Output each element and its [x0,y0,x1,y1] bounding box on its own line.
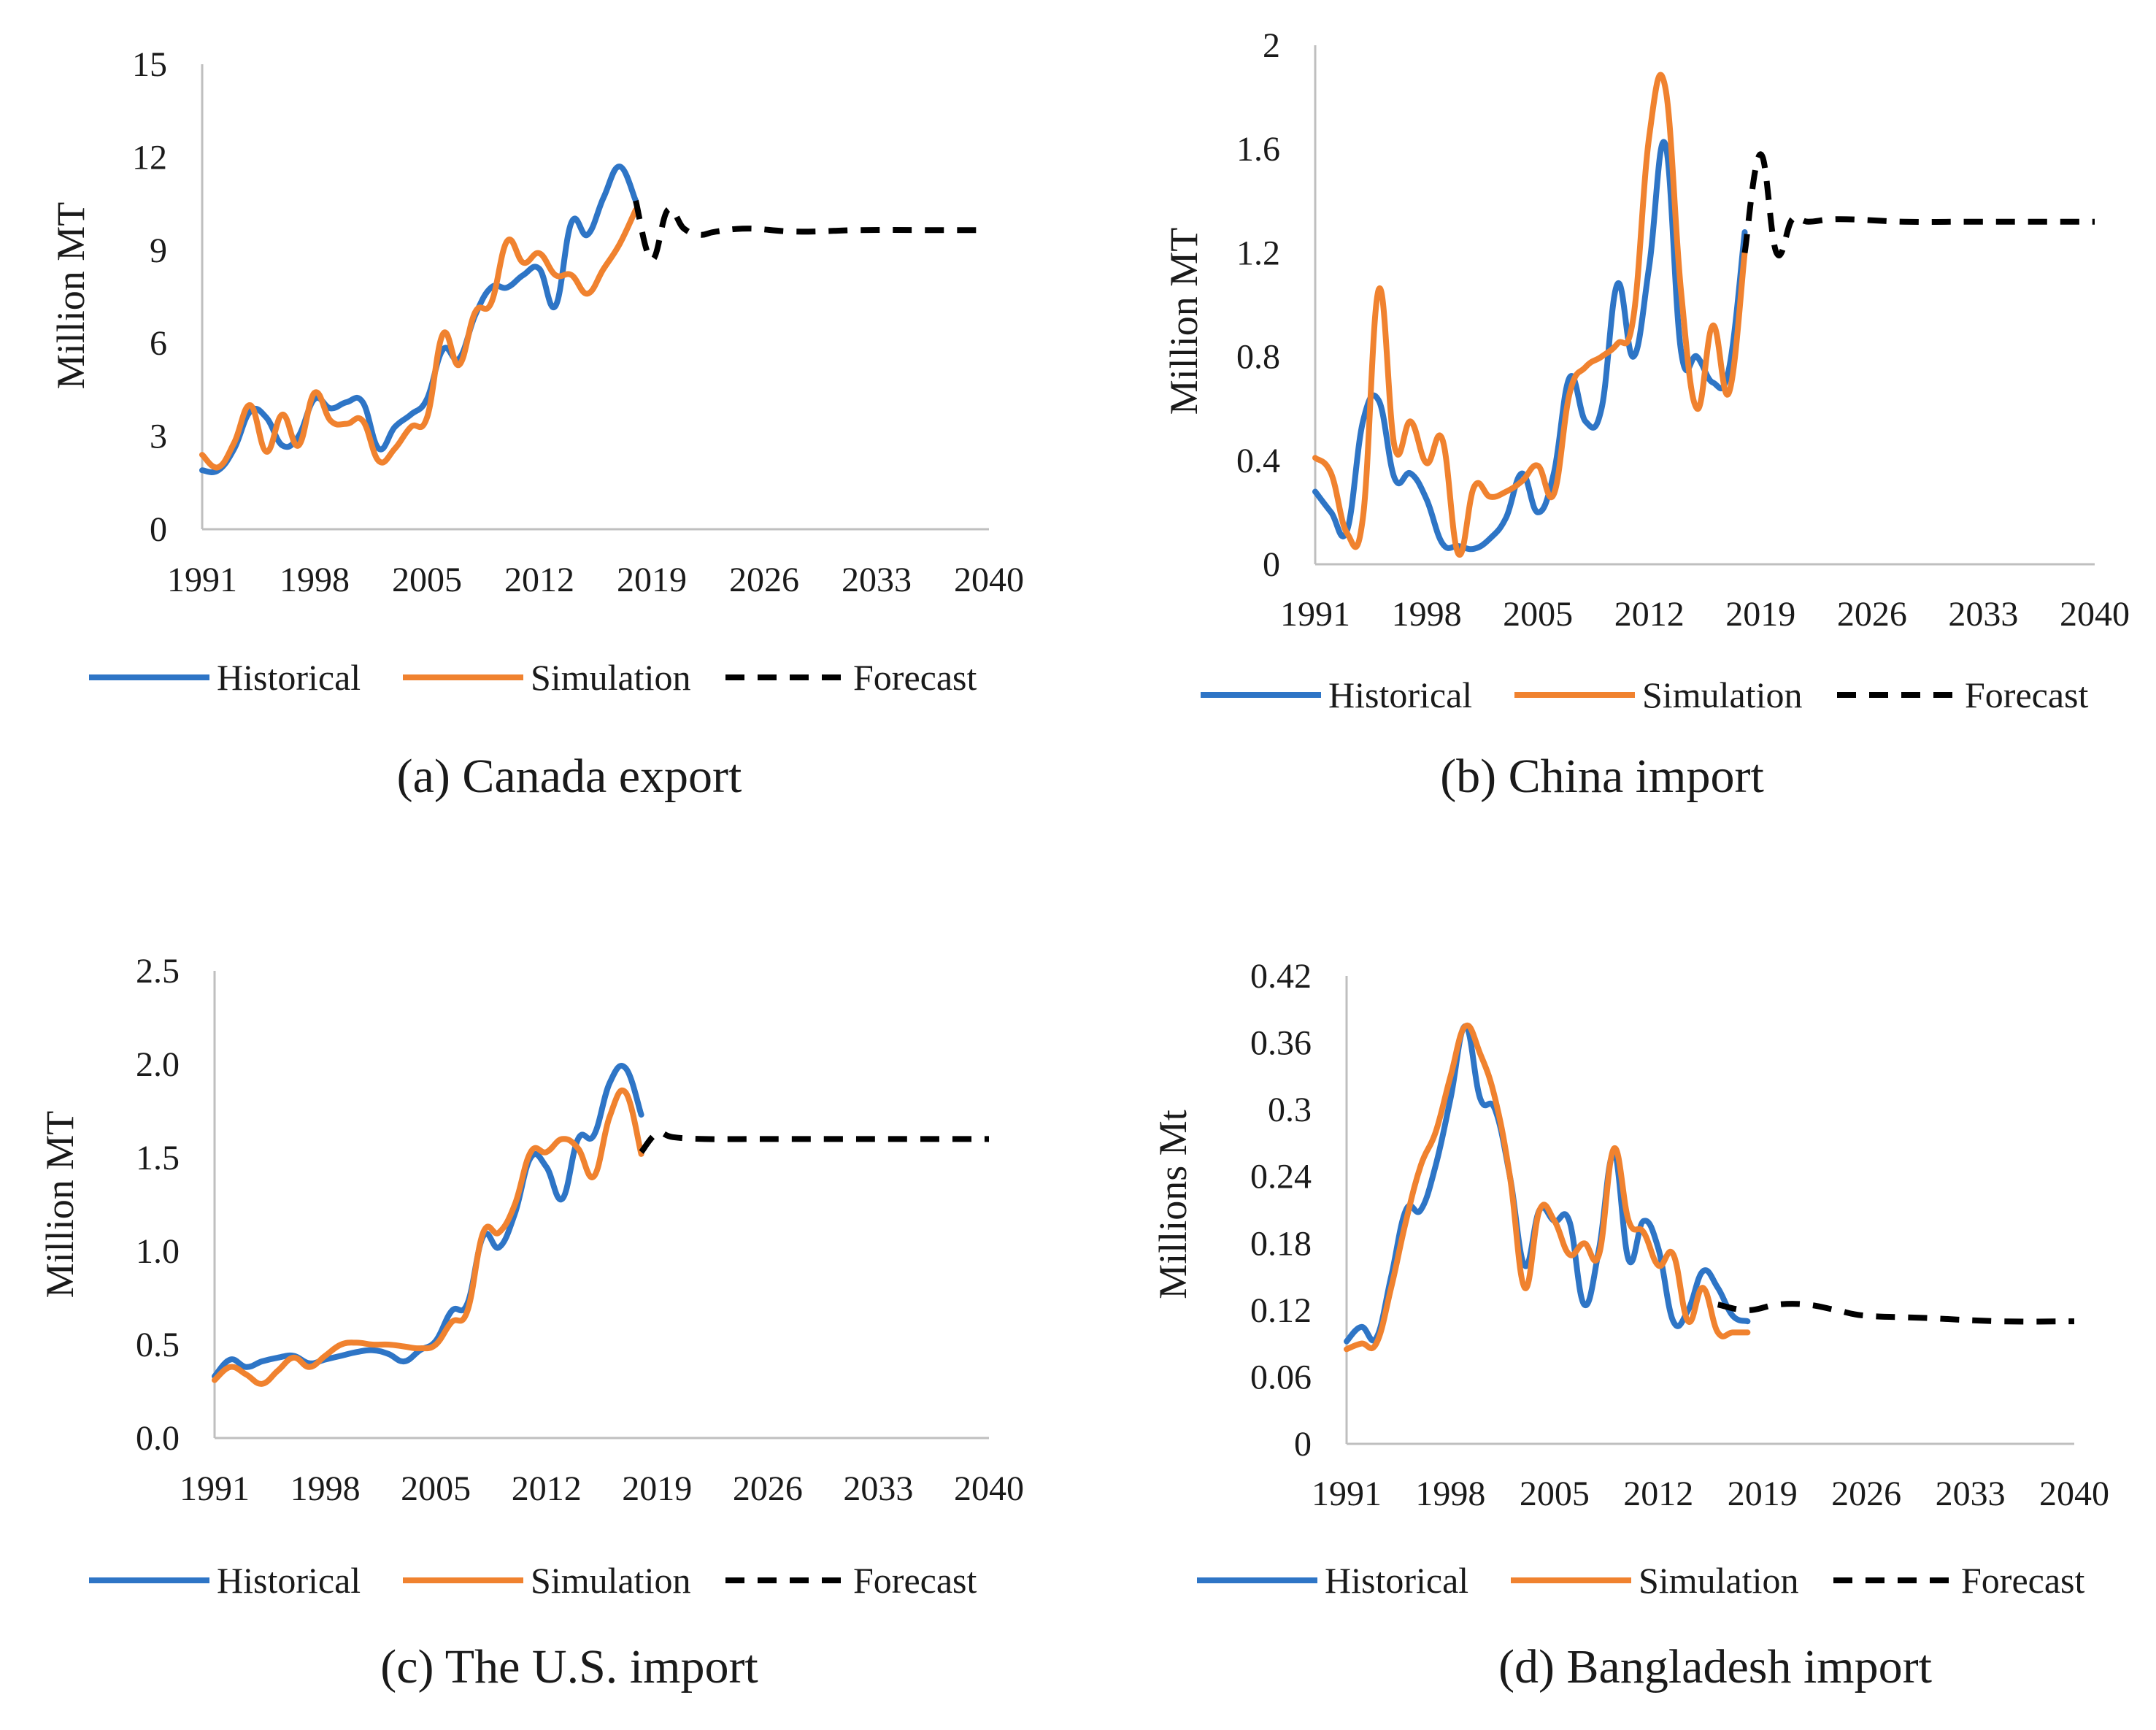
x-tick-label: 2026 [729,561,799,599]
x-tick-label: 1998 [280,561,350,599]
chart-b: 0 0.4 0.8 1.2 1.6 2 1991 1998 2005 2012 2019 2026 20… [1162,26,2130,803]
chart-d: 0 0.06 0.12 0.18 0.24 0.3 0.36 0.42 1991 1998 2005… [1151,957,2109,1694]
legend-historical-label: Historical [217,1560,361,1601]
y-tick-label: 15 [132,45,167,84]
series-simulation-line [212,1087,644,1387]
series-forecast-line [1741,151,2095,258]
series-simulation-line [1312,72,1748,558]
series-historical-line [212,1063,644,1380]
x-tick-label: 1998 [290,1469,361,1508]
legend-forecast-label: Forecast [1961,1560,2084,1601]
x-tick-label: 2040 [2060,595,2130,634]
y-axis-label: Million MT [38,1111,82,1299]
x-tick-label: 1991 [1280,595,1350,634]
x-tick-label: 1991 [180,1469,250,1508]
chart-caption: (d) Bangladesh import [1498,1640,1932,1694]
y-tick-label: 0.4 [1236,442,1280,480]
series-simulation-line [199,207,639,471]
x-tick-label: 2005 [1520,1475,1590,1513]
y-tick-label: 1.5 [136,1139,180,1177]
y-tick-label: 6 [150,324,167,363]
y-tick-label: 0.12 [1250,1291,1312,1330]
legend-historical-label: Historical [1325,1560,1468,1601]
series-forecast-line [1717,1301,2075,1325]
legend-simulation-label: Simulation [531,1560,690,1601]
x-tick-label: 2005 [392,561,462,599]
legend-forecast-label: Forecast [1965,674,2088,715]
y-tick-label: 0.3 [1268,1091,1312,1129]
y-tick-label: 9 [150,231,167,270]
y-tick-label: 3 [150,418,167,456]
legend-simulation-label: Simulation [531,657,690,698]
y-axis-label: Millions Mt [1151,1110,1195,1299]
x-tick-label: 1998 [1392,595,1462,634]
y-tick-label: 0.18 [1250,1224,1312,1263]
chart-a: 0 3 6 9 12 15 1991 1998 2005 2012 2019 2026 2033 2040… [49,45,1024,803]
legend-historical-label: Historical [1328,674,1472,715]
y-tick-label: 0 [150,510,167,549]
y-axis-label: Million MT [1162,228,1206,415]
series-forecast-line [639,1129,989,1154]
y-tick-label: 2.5 [136,952,180,991]
x-tick-label: 2033 [1948,595,2018,634]
y-tick-label: 0 [1263,545,1280,584]
x-tick-label: 2033 [1936,1475,2006,1513]
x-tick-label: 2040 [2039,1475,2109,1513]
y-tick-label: 1.0 [136,1232,180,1271]
y-tick-label: 0.0 [136,1419,180,1458]
x-tick-label: 2005 [1503,595,1573,634]
chart-caption: (a) Canada export [397,750,742,803]
x-tick-label: 2026 [1831,1475,1901,1513]
y-tick-label: 0.5 [136,1326,180,1364]
y-tick-label: 2 [1263,26,1280,65]
series-historical-line [1344,1023,1751,1345]
chart-caption: (c) The U.S. import [380,1640,758,1694]
x-tick-label: 2012 [504,561,574,599]
x-tick-label: 2012 [1614,595,1685,634]
x-tick-label: 2040 [954,561,1024,599]
x-tick-label: 2019 [1725,595,1795,634]
x-tick-label: 1998 [1415,1475,1485,1513]
legend-simulation-label: Simulation [1642,674,1802,715]
x-tick-label: 2033 [842,561,912,599]
y-tick-label: 0.36 [1250,1024,1312,1063]
series-simulation-line [1344,1022,1751,1353]
y-tick-label: 2.0 [136,1045,180,1084]
x-tick-label: 2005 [401,1469,471,1508]
legend-forecast-label: Forecast [853,657,977,698]
y-tick-label: 0 [1294,1425,1312,1464]
y-tick-label: 1.6 [1236,130,1280,169]
x-tick-label: 1991 [167,561,237,599]
legend-simulation-label: Simulation [1639,1560,1798,1601]
y-tick-label: 0.24 [1250,1158,1312,1196]
series-historical-line [1312,139,1748,553]
y-tick-label: 0.06 [1250,1358,1312,1396]
x-tick-label: 2019 [617,561,687,599]
chart-caption: (b) China import [1440,750,1764,803]
y-axis-label: Million MT [49,202,93,390]
x-tick-label: 1991 [1312,1475,1382,1513]
legend-forecast-label: Forecast [853,1560,977,1601]
legend-historical-label: Historical [217,657,361,698]
x-tick-label: 2026 [733,1469,803,1508]
y-tick-label: 1.2 [1236,234,1280,272]
series-forecast-line [633,199,989,263]
x-tick-label: 2033 [843,1469,913,1508]
x-tick-label: 2012 [1623,1475,1693,1513]
series-historical-line [199,164,639,475]
y-tick-label: 0.8 [1236,338,1280,377]
y-tick-label: 0.42 [1250,957,1312,996]
y-tick-label: 12 [132,138,167,177]
chart-c: 0.0 0.5 1.0 1.5 2.0 2.5 1991 1998 2005 2012 2019 20… [38,952,1024,1694]
x-tick-label: 2019 [1728,1475,1798,1513]
x-tick-label: 2012 [512,1469,582,1508]
x-tick-label: 2019 [622,1469,692,1508]
x-tick-label: 2040 [954,1469,1024,1508]
x-tick-label: 2026 [1837,595,1907,634]
